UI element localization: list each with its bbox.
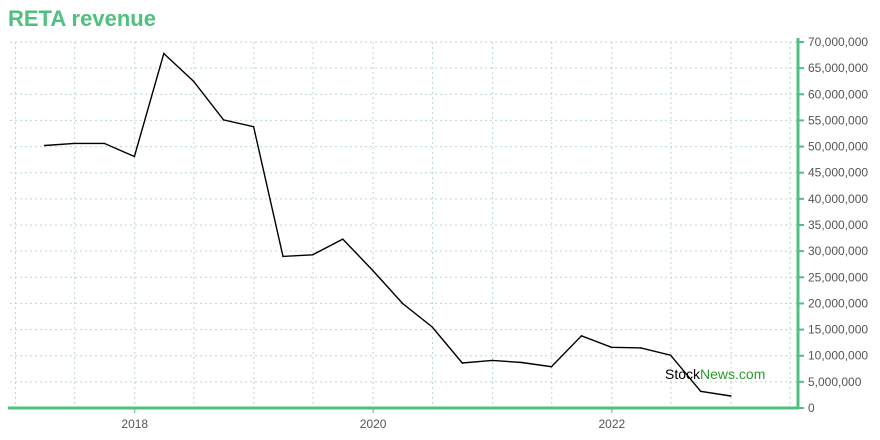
watermark-stock: Stock — [665, 366, 701, 382]
y-tick-label: 35,000,000 — [808, 218, 868, 232]
x-tick-label: 2020 — [360, 417, 387, 431]
data-point — [729, 395, 732, 397]
y-tick-label: 55,000,000 — [808, 113, 868, 127]
watermark: StockNews.com — [665, 366, 765, 382]
y-tick-label: 60,000,000 — [808, 87, 868, 101]
data-point — [341, 238, 344, 240]
series-line — [44, 52, 731, 397]
y-tick-label: 50,000,000 — [808, 140, 868, 154]
data-point — [282, 255, 284, 258]
watermark-news: News.com — [700, 366, 765, 382]
y-tick-label: 65,000,000 — [808, 61, 868, 75]
data-point — [372, 269, 374, 272]
data-point — [491, 359, 494, 362]
data-point — [163, 52, 165, 55]
y-tick-label: 0 — [808, 401, 815, 415]
y-tick-label: 25,000,000 — [808, 270, 868, 284]
y-tick-label: 45,000,000 — [808, 166, 868, 180]
y-tick-label: 40,000,000 — [808, 192, 868, 206]
y-tick-label: 70,000,000 — [808, 35, 868, 49]
x-tick-label: 2022 — [599, 417, 626, 431]
data-point — [610, 346, 613, 349]
data-point — [580, 335, 583, 337]
data-point — [431, 326, 434, 328]
x-tick-label: 2018 — [121, 417, 148, 431]
data-point — [103, 142, 106, 145]
y-tick-label: 10,000,000 — [808, 349, 868, 363]
data-point — [461, 362, 464, 364]
data-point — [222, 119, 225, 121]
data-point — [73, 142, 76, 145]
data-point — [43, 144, 46, 147]
y-tick-label: 15,000,000 — [808, 323, 868, 337]
y-tick-label: 20,000,000 — [808, 296, 868, 310]
data-point — [401, 302, 404, 305]
data-point — [699, 390, 702, 393]
data-point — [550, 365, 553, 368]
y-tick-label: 30,000,000 — [808, 244, 868, 258]
data-point — [640, 347, 642, 349]
data-point — [252, 125, 255, 128]
y-tick-label: 5,000,000 — [808, 375, 862, 389]
data-point — [192, 80, 195, 83]
data-point — [311, 254, 314, 256]
data-point — [520, 361, 523, 364]
chart-title: RETA revenue — [8, 6, 156, 31]
data-point — [669, 354, 672, 356]
data-point — [133, 155, 136, 158]
